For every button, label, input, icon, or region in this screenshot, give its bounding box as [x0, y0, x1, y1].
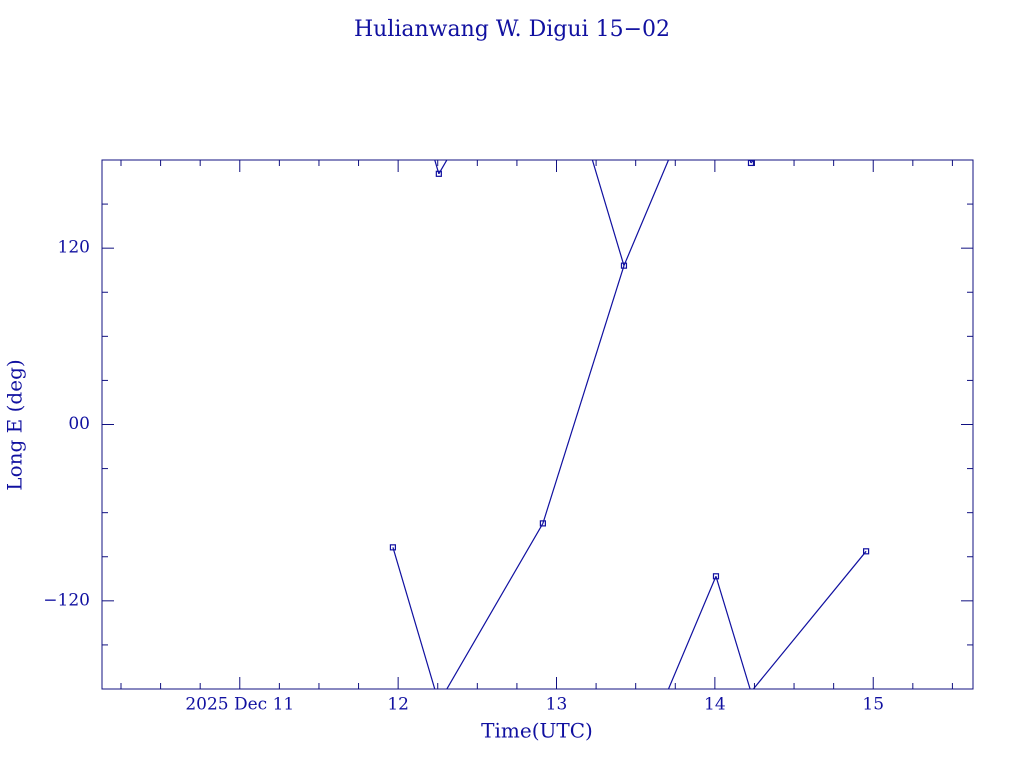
- line-segment: [715, 576, 751, 689]
- x-tick-label: 13: [546, 695, 568, 715]
- line-segment-wrap: [749, 160, 752, 164]
- point: [712, 573, 720, 580]
- y-tick-label: 00: [68, 414, 90, 434]
- y-axis-label: Long E (deg): [3, 359, 27, 490]
- point: [620, 262, 628, 269]
- line-segment: [750, 160, 755, 164]
- y-tick-label: 120: [58, 238, 90, 258]
- plot-frame: [101, 159, 974, 690]
- line-segment-wrap: [446, 523, 544, 689]
- x-tick-label: 15: [862, 695, 884, 715]
- x-tick-label: 2025 Dec 11: [185, 695, 294, 715]
- line-segment: [623, 160, 670, 266]
- y-tick-label: −120: [43, 590, 90, 610]
- x-axis-label: Time(UTC): [481, 719, 593, 743]
- chart-title: Hulianwang W. Digui 15−02: [354, 17, 670, 42]
- point: [389, 544, 397, 551]
- point: [747, 159, 755, 167]
- x-tick-label: 14: [704, 695, 726, 715]
- line-segment: [542, 265, 625, 524]
- point: [863, 548, 870, 555]
- line-segment-wrap: [591, 160, 625, 266]
- point: [435, 170, 442, 177]
- point: [539, 520, 546, 527]
- line-segment-wrap: [667, 576, 717, 689]
- line-segment: [392, 547, 436, 689]
- x-tick-label: 12: [387, 695, 409, 715]
- line-segment-wrap: [752, 550, 867, 689]
- plot-area: [392, 160, 867, 689]
